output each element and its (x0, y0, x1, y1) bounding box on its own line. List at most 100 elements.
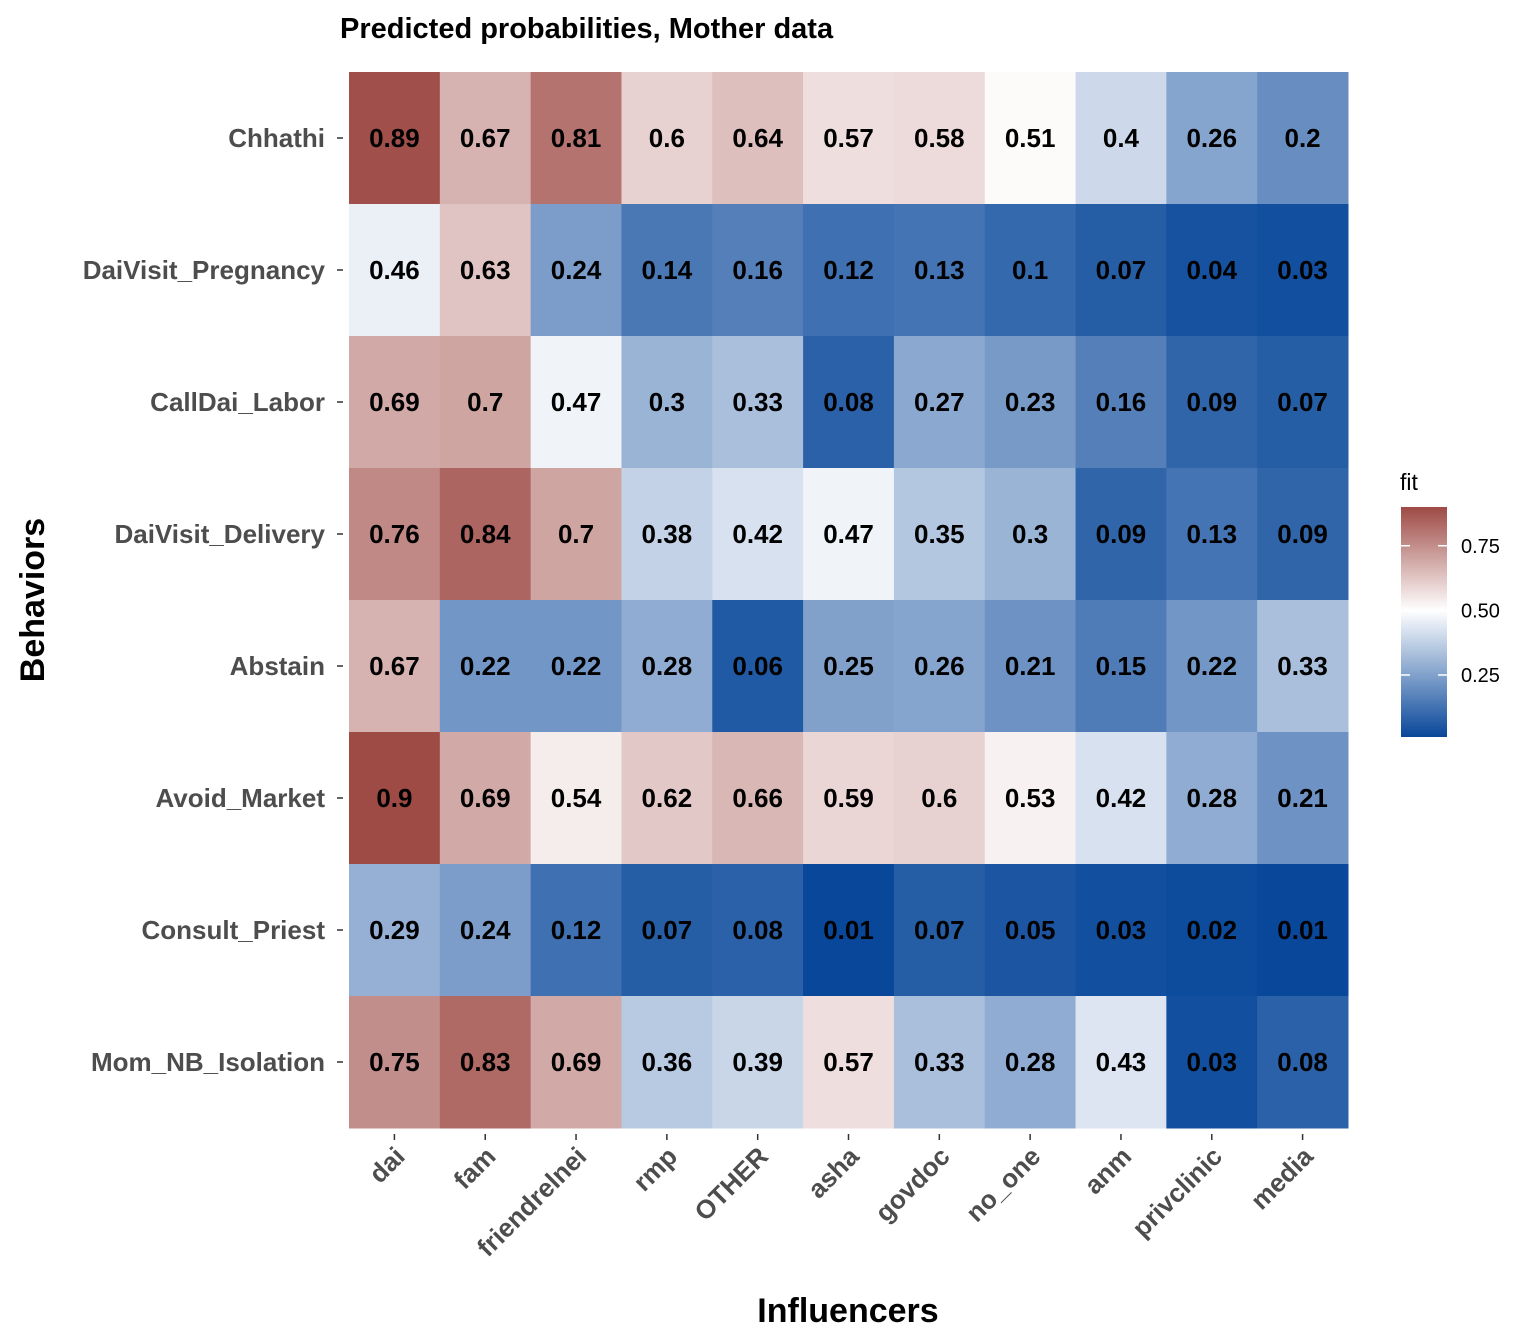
heatmap-cell (1257, 732, 1349, 865)
cell-value-label: 0.06 (732, 651, 783, 681)
heatmap-cell (621, 996, 713, 1129)
heatmap-cell (1257, 204, 1349, 337)
heatmap-cell (439, 996, 532, 1129)
cell-value-label: 0.66 (732, 783, 783, 813)
cell-value-label: 0.4 (1103, 123, 1140, 153)
cell-value-label: 0.26 (914, 651, 965, 681)
cell-value-label: 0.33 (1277, 651, 1328, 681)
cell-value-label: 0.36 (642, 1047, 693, 1077)
heatmap-cell (803, 996, 895, 1129)
cell-value-label: 0.29 (369, 915, 420, 945)
cell-value-label: 0.42 (732, 519, 783, 549)
cell-value-label: 0.08 (732, 915, 783, 945)
cell-value-label: 0.22 (551, 651, 602, 681)
cell-value-label: 0.25 (823, 651, 874, 681)
x-tick-label: asha (802, 1141, 865, 1204)
x-tick-label: media (1244, 1141, 1319, 1216)
heatmap-cell (712, 600, 804, 733)
y-tick-label: DaiVisit_Delivery (114, 519, 325, 549)
cell-value-label: 0.24 (551, 255, 602, 285)
cell-value-label: 0.59 (823, 783, 874, 813)
heatmap-cell (1257, 468, 1349, 601)
cell-value-label: 0.84 (460, 519, 511, 549)
cell-value-label: 0.67 (369, 651, 420, 681)
legend-tick-label: 0.50 (1461, 600, 1500, 622)
cell-value-label: 0.83 (460, 1047, 511, 1077)
cell-value-label: 0.53 (1005, 783, 1056, 813)
heatmap-cell (984, 864, 1077, 997)
heatmap-cell (530, 336, 622, 469)
heatmap-cell (984, 468, 1077, 601)
cell-value-label: 0.81 (551, 123, 602, 153)
legend-title: fit (1400, 469, 1419, 495)
cell-value-label: 0.28 (642, 651, 693, 681)
heatmap-cell (530, 72, 622, 205)
heatmap-cell (621, 732, 713, 865)
cell-value-label: 0.12 (823, 255, 874, 285)
heatmap-cell (439, 336, 532, 469)
cell-value-label: 0.07 (914, 915, 965, 945)
heatmap-cell (621, 600, 713, 733)
cell-value-label: 0.9 (376, 783, 412, 813)
cell-value-label: 0.7 (467, 387, 503, 417)
heatmap-cell (621, 72, 713, 205)
heatmap-cell (530, 600, 622, 733)
heatmap-cell (349, 864, 441, 997)
cell-value-label: 0.2 (1285, 123, 1321, 153)
cell-value-label: 0.63 (460, 255, 511, 285)
heatmap-cell (712, 468, 804, 601)
heatmap-cell (349, 204, 441, 337)
cell-value-label: 0.12 (551, 915, 602, 945)
heatmap-cell (530, 468, 622, 601)
cell-value-label: 0.24 (460, 915, 511, 945)
cell-value-label: 0.05 (1005, 915, 1056, 945)
cell-value-label: 0.46 (369, 255, 420, 285)
heatmap-cell (1075, 204, 1167, 337)
cell-value-label: 0.58 (914, 123, 965, 153)
heatmap-cell (893, 336, 986, 469)
cell-value-label: 0.09 (1186, 387, 1237, 417)
heatmap-cell (349, 996, 441, 1129)
x-tick-label: dai (363, 1141, 411, 1189)
cell-value-label: 0.39 (732, 1047, 783, 1077)
heatmap-cell-labels: 0.89 0.67 0.81 0.6 0.64 0.57 0.58 0.51 0.4 0.26 0.… (369, 123, 1328, 1077)
heatmap-cell (712, 204, 804, 337)
y-tick-label: Avoid_Market (155, 783, 325, 813)
cell-value-label: 0.35 (914, 519, 965, 549)
cell-value-label: 0.33 (914, 1047, 965, 1077)
cell-value-label: 0.7 (558, 519, 594, 549)
cell-value-label: 0.03 (1277, 255, 1328, 285)
heatmap-cell (1075, 72, 1167, 205)
heatmap-cell (893, 204, 986, 337)
heatmap-cell (621, 468, 713, 601)
heatmap-cell (984, 600, 1077, 733)
cell-value-label: 0.08 (823, 387, 874, 417)
cell-value-label: 0.28 (1005, 1047, 1056, 1077)
cell-value-label: 0.13 (1186, 519, 1237, 549)
cell-value-label: 0.14 (642, 255, 693, 285)
cell-value-label: 0.62 (642, 783, 693, 813)
cell-value-label: 0.09 (1277, 519, 1328, 549)
cell-value-label: 0.09 (1096, 519, 1147, 549)
heatmap-cell (349, 732, 441, 865)
heatmap-cell (1257, 336, 1349, 469)
heatmap-cell (439, 468, 532, 601)
cell-value-label: 0.67 (460, 123, 511, 153)
cell-value-label: 0.22 (1186, 651, 1237, 681)
heatmap-cell (1257, 864, 1349, 997)
cell-value-label: 0.15 (1096, 651, 1147, 681)
heatmap-cell (1166, 204, 1258, 337)
heatmap-cell (803, 336, 895, 469)
heatmap-cell (1166, 864, 1258, 997)
cell-value-label: 0.08 (1277, 1047, 1328, 1077)
y-axis: Chhathi DaiVisit_Pregnancy CallDai_Labor Da… (83, 123, 343, 1077)
cell-value-label: 0.23 (1005, 387, 1056, 417)
cell-value-label: 0.04 (1186, 255, 1237, 285)
heatmap-cell (893, 732, 986, 865)
cell-value-label: 0.69 (369, 387, 420, 417)
cell-value-label: 0.07 (1277, 387, 1328, 417)
cell-value-label: 0.03 (1186, 1047, 1237, 1077)
heatmap-cell (712, 72, 804, 205)
cell-value-label: 0.42 (1096, 783, 1147, 813)
